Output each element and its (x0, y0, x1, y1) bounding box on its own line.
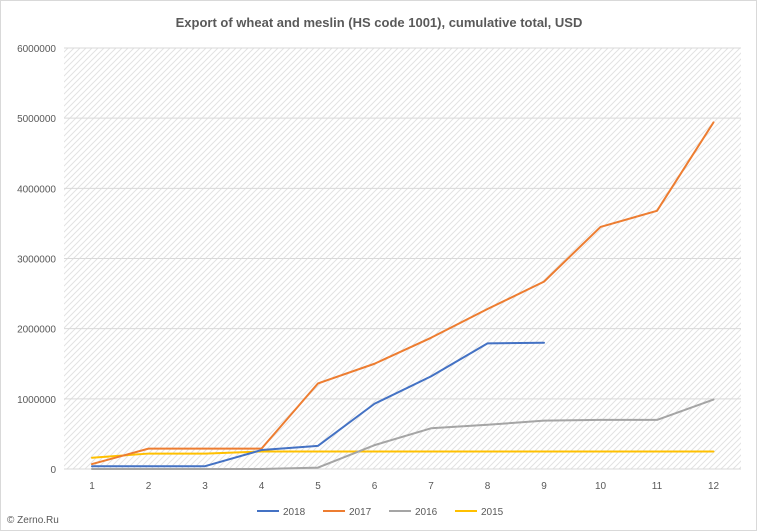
series-line-2015 (91, 450, 715, 459)
x-axis-tick-labels: 1 2 3 4 5 6 7 8 9 10 11 12 (89, 481, 719, 492)
x-tick-label: 6 (372, 481, 378, 492)
x-tick-label: 2 (146, 481, 152, 492)
y-tick-label: 3000000 (17, 255, 56, 266)
x-tick-label: 12 (708, 481, 720, 492)
watermark-text: © Zerno.Ru (7, 515, 59, 526)
series-line-2018 (91, 341, 545, 468)
x-tick-label: 8 (485, 481, 491, 492)
x-tick-label: 5 (315, 481, 321, 492)
legend-label-2018: 2018 (283, 507, 306, 518)
chart-title: Export of wheat and meslin (HS code 1001… (176, 15, 583, 30)
legend-label-2017: 2017 (349, 507, 372, 518)
y-axis-tick-labels: 0 1000000 2000000 3000000 4000000 5000000 6000… (17, 44, 56, 476)
x-tick-label: 1 (89, 481, 95, 492)
y-tick-label: 5000000 (17, 114, 56, 125)
series-lines (91, 121, 715, 470)
x-tick-label: 7 (428, 481, 434, 492)
y-tick-label: 0 (50, 465, 56, 476)
legend-label-2015: 2015 (481, 507, 504, 518)
series-line-2017 (91, 121, 715, 466)
y-tick-label: 1000000 (17, 395, 56, 406)
x-tick-label: 10 (595, 481, 607, 492)
legend: 2018 2017 2016 2015 (257, 507, 504, 518)
y-tick-label: 4000000 (17, 184, 56, 195)
x-tick-label: 4 (259, 481, 265, 492)
series-line-2016 (91, 398, 715, 470)
x-tick-label: 3 (202, 481, 208, 492)
x-tick-label: 11 (652, 481, 663, 492)
y-tick-label: 2000000 (17, 325, 56, 336)
y-tick-label: 6000000 (17, 44, 56, 55)
x-tick-label: 9 (541, 481, 547, 492)
legend-label-2016: 2016 (415, 507, 438, 518)
